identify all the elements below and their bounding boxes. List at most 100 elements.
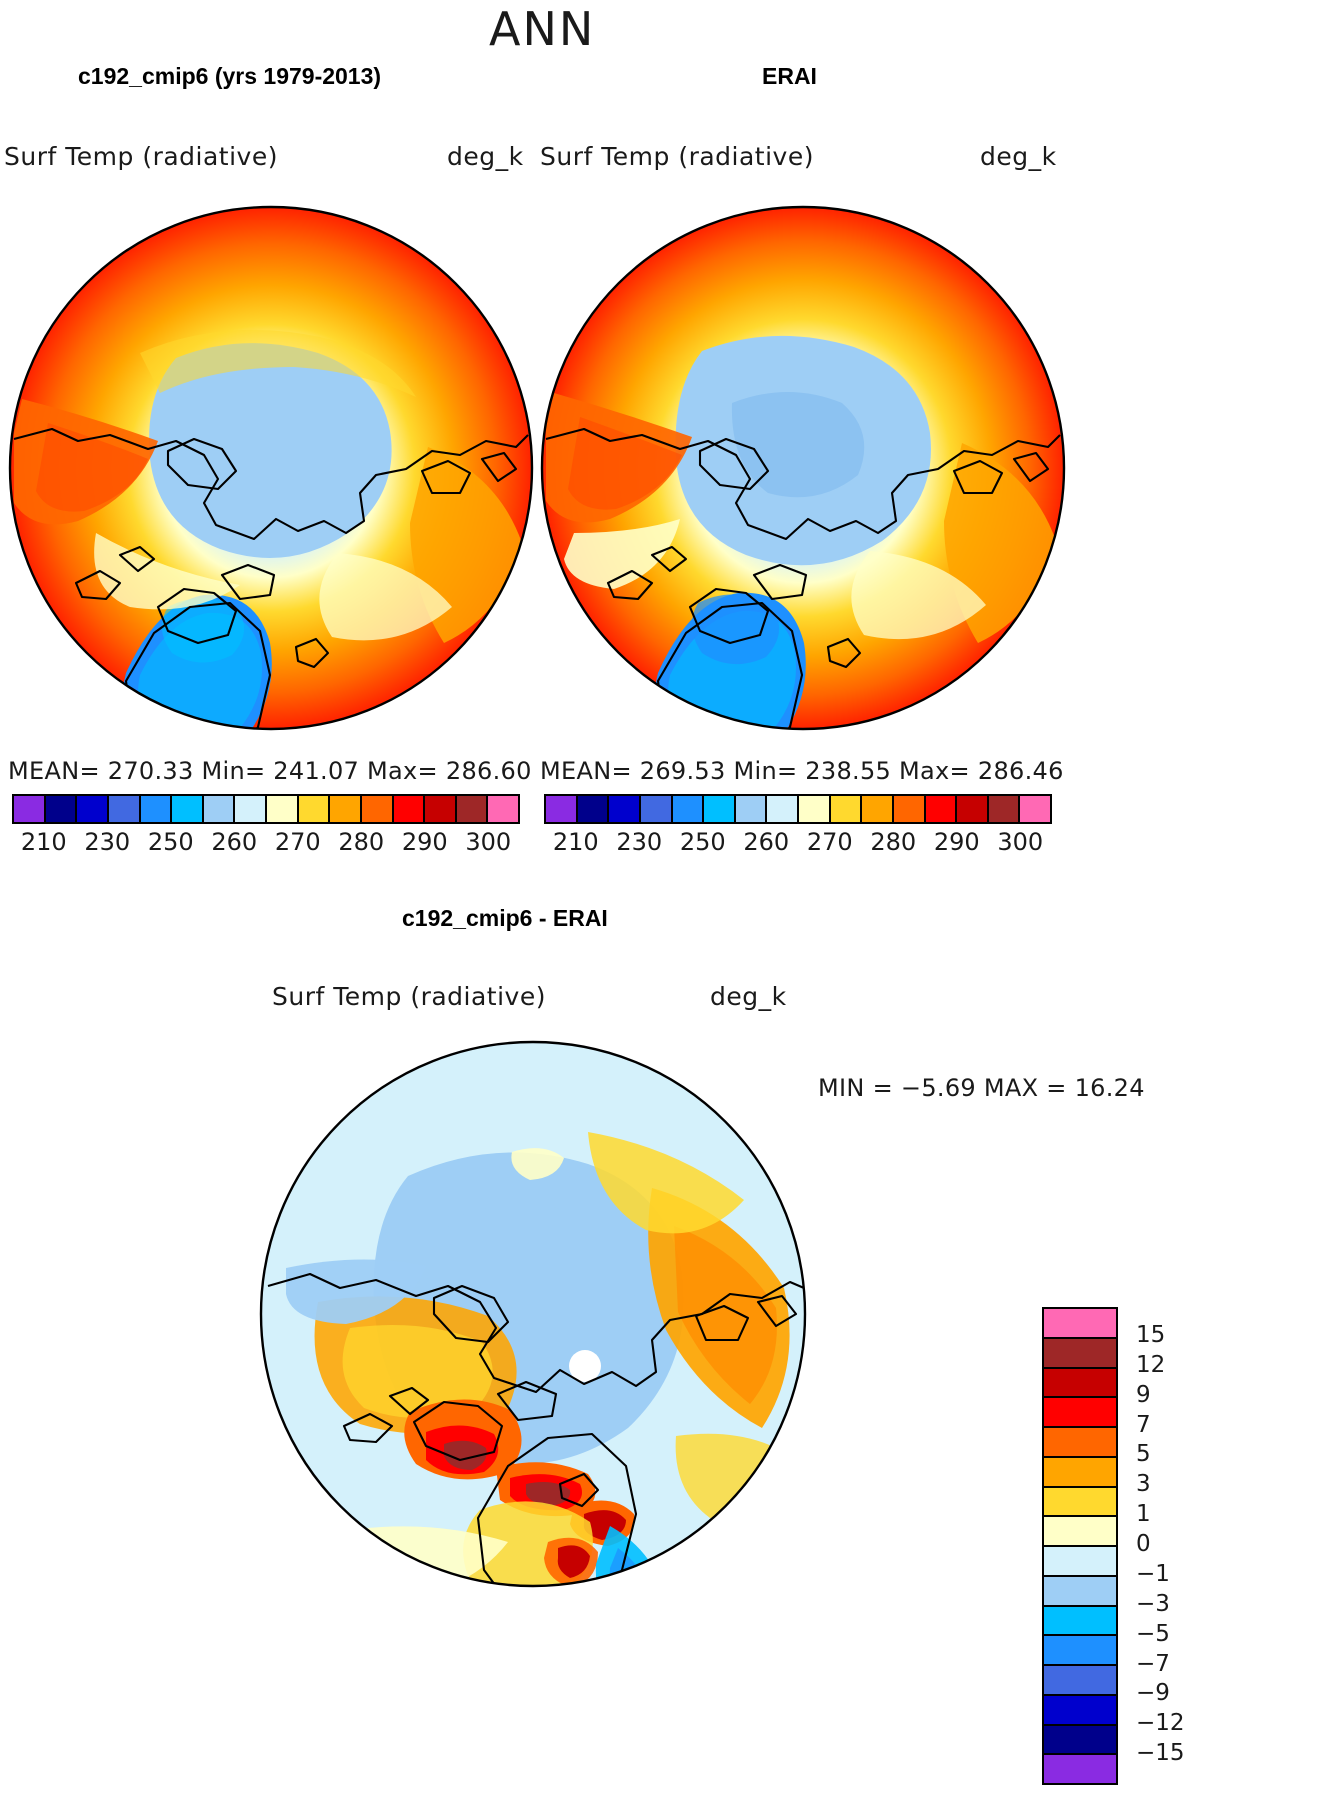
colorbar-swatch[interactable] <box>672 796 705 822</box>
colorbar-tick-label: 290 <box>401 828 448 856</box>
colorbar-swatch[interactable] <box>735 796 768 822</box>
colorbar-tick-label: −5 <box>1136 1620 1170 1647</box>
colorbar-tick-label: 270 <box>274 828 321 856</box>
colorbar-tick-label: 260 <box>211 828 258 856</box>
colorbar-tick-label: −7 <box>1136 1650 1170 1677</box>
colorbar-tick-label: 210 <box>552 828 599 856</box>
units-label-obs: deg_k <box>980 142 1057 171</box>
colorbar-swatch[interactable] <box>140 796 173 822</box>
colorbar-swatch[interactable] <box>1044 1309 1116 1339</box>
stats-model: MEAN= 270.33 Min= 241.07 Max= 286.60 <box>8 757 532 785</box>
colorbar-tick-label: 270 <box>806 828 853 856</box>
colorbar-swatch[interactable] <box>577 796 610 822</box>
colorbar-tick-label: −1 <box>1136 1560 1170 1587</box>
units-label-difference: deg_k <box>710 982 787 1011</box>
colorbar-tick-label: 300 <box>465 828 512 856</box>
colorbar-swatch[interactable] <box>640 796 673 822</box>
colorbar-swatch[interactable] <box>1044 1398 1116 1428</box>
units-label-model: deg_k <box>447 142 524 171</box>
panel-title-obs: ERAI <box>762 63 817 89</box>
colorbar-swatch[interactable] <box>1044 1576 1116 1607</box>
colorbar-swatch[interactable] <box>361 796 394 822</box>
colorbar-tick-label: 7 <box>1136 1411 1151 1438</box>
colorbar-tick-label: 230 <box>616 828 663 856</box>
colorbar-swatch[interactable] <box>546 796 578 822</box>
colorbar-swatch[interactable] <box>1044 1368 1116 1399</box>
colorbar-swatch[interactable] <box>1044 1725 1116 1756</box>
colorbar-tick-label: 5 <box>1136 1441 1151 1468</box>
variable-label-model: Surf Temp (radiative) <box>4 142 278 171</box>
map-obs <box>540 203 1066 733</box>
colorbar-swatch[interactable] <box>172 796 204 822</box>
colorbar-swatch[interactable] <box>609 796 641 822</box>
colorbar-swatch[interactable] <box>1044 1517 1116 1547</box>
colorbar-tick-label: 1 <box>1136 1501 1151 1528</box>
colorbar-swatch[interactable] <box>925 796 958 822</box>
colorbar-tick-label: 250 <box>679 828 726 856</box>
colorbar-tick-label: 290 <box>933 828 980 856</box>
variable-label-obs: Surf Temp (radiative) <box>540 142 814 171</box>
colorbar-tick-label: 12 <box>1136 1351 1166 1378</box>
colorbar-tick-label: −3 <box>1136 1590 1170 1617</box>
stats-difference: MIN = −5.69 MAX = 16.24 <box>818 1074 1145 1102</box>
map-model-coastlines <box>13 427 529 729</box>
colorbar-swatch[interactable] <box>425 796 457 822</box>
colorbar-tick-label: 280 <box>338 828 385 856</box>
colorbar-swatch[interactable] <box>1020 796 1050 822</box>
colorbar-swatch[interactable] <box>330 796 362 822</box>
colorbar-swatch[interactable] <box>1044 1547 1116 1577</box>
colorbar-swatch[interactable] <box>1044 1755 1116 1783</box>
map-difference <box>258 1036 808 1592</box>
map-difference-coastlines <box>267 1272 805 1586</box>
stats-obs: MEAN= 269.53 Min= 238.55 Max= 286.46 <box>540 757 1064 785</box>
variable-label-difference: Surf Temp (radiative) <box>272 982 546 1011</box>
colorbar-swatch[interactable] <box>893 796 926 822</box>
colorbar-swatch[interactable] <box>45 796 78 822</box>
colorbar-swatch[interactable] <box>14 796 46 822</box>
colorbar-tick-label: 15 <box>1136 1321 1166 1348</box>
colorbar-tick-label: 250 <box>147 828 194 856</box>
map-model <box>8 203 534 733</box>
panel-title-difference: c192_cmip6 - ERAI <box>402 905 608 931</box>
colorbar-tick-label: 230 <box>84 828 131 856</box>
colorbar-swatch[interactable] <box>1044 1636 1116 1666</box>
colorbar-tick-label: −15 <box>1136 1740 1185 1767</box>
colorbar-tick-label: 0 <box>1136 1531 1151 1557</box>
colorbar-swatch[interactable] <box>1044 1487 1116 1518</box>
colorbar-model[interactable] <box>12 794 520 824</box>
colorbar-obs[interactable] <box>544 794 1052 824</box>
colorbar-swatch[interactable] <box>235 796 267 822</box>
colorbar-tick-label: 280 <box>870 828 917 856</box>
colorbar-tick-label: 9 <box>1136 1381 1151 1408</box>
colorbar-swatch[interactable] <box>1044 1666 1116 1696</box>
colorbar-swatch[interactable] <box>456 796 489 822</box>
colorbar-swatch[interactable] <box>393 796 426 822</box>
colorbar-swatch[interactable] <box>830 796 863 822</box>
colorbar-swatch[interactable] <box>704 796 736 822</box>
colorbar-swatch[interactable] <box>1044 1606 1116 1637</box>
colorbar-swatch[interactable] <box>862 796 894 822</box>
colorbar-swatch[interactable] <box>108 796 141 822</box>
colorbar-swatch[interactable] <box>1044 1428 1116 1458</box>
colorbar-swatch[interactable] <box>799 796 831 822</box>
colorbar-swatch[interactable] <box>1044 1338 1116 1369</box>
colorbar-swatch[interactable] <box>957 796 989 822</box>
colorbar-difference[interactable] <box>1042 1307 1118 1785</box>
colorbar-swatch[interactable] <box>77 796 109 822</box>
colorbar-swatch[interactable] <box>488 796 518 822</box>
colorbar-tick-label: 3 <box>1136 1471 1151 1498</box>
colorbar-swatch[interactable] <box>267 796 299 822</box>
panel-title-model: c192_cmip6 (yrs 1979-2013) <box>78 63 382 89</box>
colorbar-swatch[interactable] <box>1044 1695 1116 1726</box>
colorbar-swatch[interactable] <box>1044 1457 1116 1488</box>
map-model-outline <box>8 205 534 731</box>
colorbar-swatch[interactable] <box>988 796 1021 822</box>
colorbar-swatch[interactable] <box>298 796 331 822</box>
colorbar-tick-label: 260 <box>743 828 790 856</box>
map-obs-outline <box>540 205 1066 731</box>
map-difference-outline <box>259 1040 807 1588</box>
colorbar-swatch[interactable] <box>767 796 799 822</box>
colorbar-tick-label: 210 <box>20 828 67 856</box>
colorbar-swatch[interactable] <box>203 796 236 822</box>
